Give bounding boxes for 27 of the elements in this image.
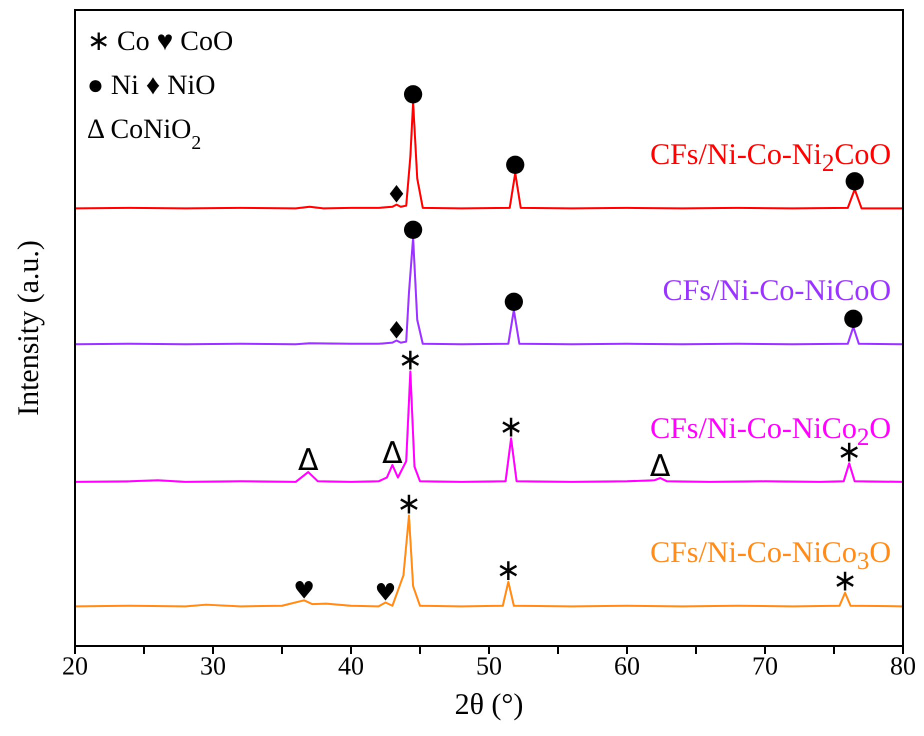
annotation: ∗ — [396, 486, 422, 522]
x-tick-label: 80 — [890, 651, 916, 680]
annotation: ● — [402, 78, 424, 106]
x-axis-title: 2θ (°) — [454, 688, 524, 721]
annotation: ∗ — [498, 409, 524, 444]
annotation: ● — [503, 286, 524, 314]
x-tick-label: 20 — [62, 651, 88, 680]
text: ∗ Co ♥ CoO — [87, 26, 234, 57]
annotation: ♥ — [374, 578, 396, 607]
x-tick-label: 60 — [614, 651, 640, 680]
annotation: ∗ — [496, 552, 521, 588]
x-tick-label: 40 — [338, 651, 364, 680]
y-axis-title: Intensity (a.u.) — [12, 240, 45, 416]
annotation: ♦ — [386, 316, 408, 345]
annotation: Δ — [298, 443, 319, 478]
annotation: ∗ — [398, 342, 423, 378]
x-tick-label: 30 — [200, 651, 226, 680]
annotation: Δ — [382, 436, 404, 471]
annotation: ● — [504, 149, 526, 178]
annotation: ♦ — [386, 180, 408, 209]
text: ● Ni ♦ NiO — [87, 70, 216, 101]
annotation: ♥ — [293, 576, 315, 604]
annotation: ● — [402, 214, 424, 242]
annotation: Δ CoNiO$_{2}$ — [87, 114, 202, 154]
x-tick-label: 70 — [752, 651, 778, 680]
annotation: Δ — [650, 449, 671, 484]
x-tick-label: 50 — [476, 651, 502, 680]
